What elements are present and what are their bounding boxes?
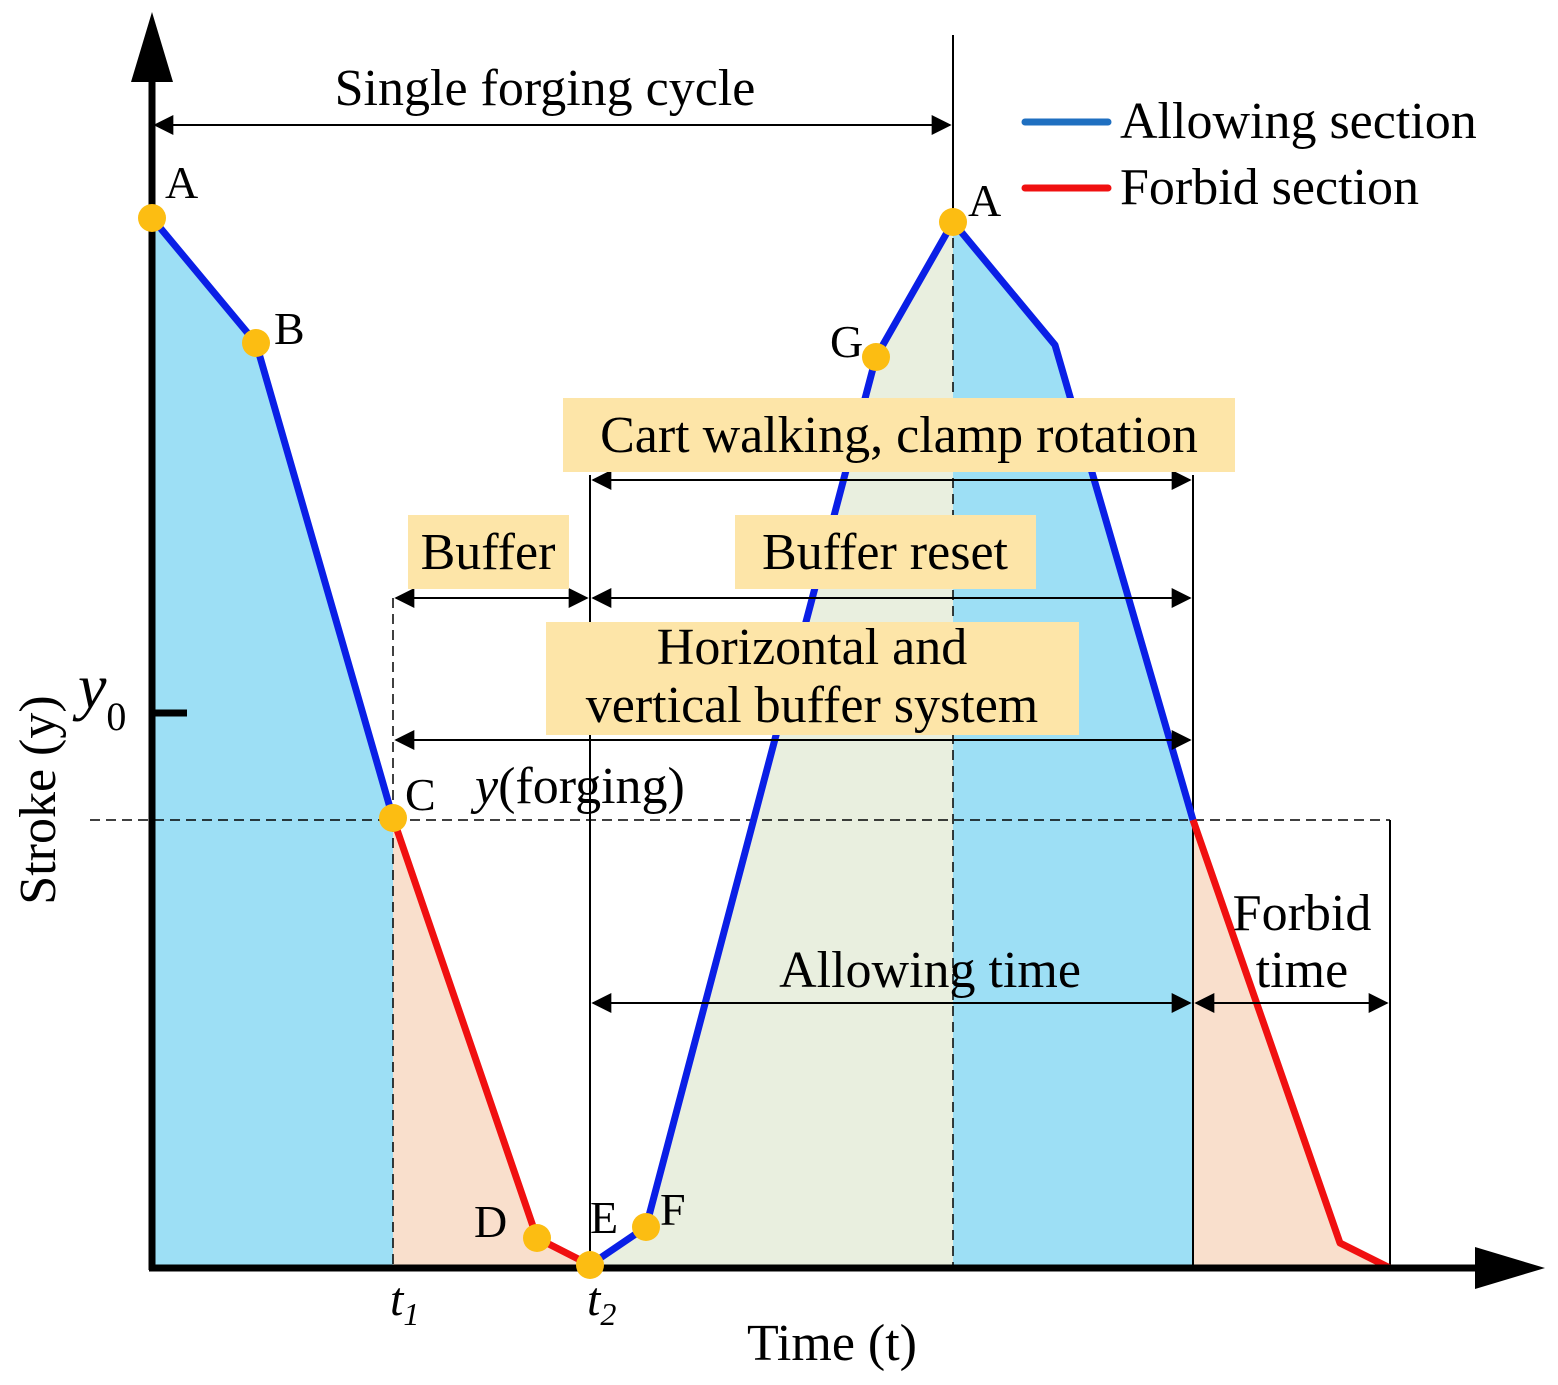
point-a-end bbox=[939, 208, 967, 236]
forbid-region-left bbox=[393, 818, 590, 1268]
allowing-time-label: Allowing time bbox=[779, 942, 1081, 999]
hv-buffer-label-line1: Horizontal and bbox=[657, 619, 967, 676]
buffer-box bbox=[408, 515, 569, 589]
legend: Allowing section Forbid section bbox=[1021, 93, 1477, 216]
x-axis-arrowhead bbox=[1475, 1247, 1545, 1289]
y0-label: y0 bbox=[72, 651, 126, 739]
point-e bbox=[576, 1251, 604, 1279]
point-b bbox=[242, 329, 270, 357]
buffer-reset-box bbox=[735, 515, 1036, 589]
label-point-a-start: A bbox=[165, 157, 198, 208]
x-axis-label: Time (t) bbox=[747, 1315, 917, 1372]
label-point-c: C bbox=[405, 769, 436, 820]
y-axis-arrowhead bbox=[131, 12, 173, 82]
cart-walking-box bbox=[563, 398, 1235, 472]
forbid-time-label-line1: Forbid bbox=[1233, 885, 1372, 942]
label-point-d: D bbox=[474, 1196, 507, 1247]
legend-allowing-label: Allowing section bbox=[1120, 93, 1477, 150]
single-cycle-label: Single forging cycle bbox=[335, 60, 756, 117]
point-c bbox=[379, 804, 407, 832]
t1-label: t1 bbox=[390, 1273, 419, 1332]
point-a-start bbox=[138, 204, 166, 232]
label-point-a-end: A bbox=[968, 175, 1001, 226]
forbid-region-right bbox=[1193, 820, 1390, 1268]
y-forging-label: y(forging) bbox=[470, 758, 685, 815]
allowing-region-right bbox=[953, 222, 1193, 1268]
label-point-e: E bbox=[590, 1192, 618, 1243]
buffer-label: Buffer bbox=[421, 524, 556, 581]
hv-buffer-label-line2: vertical buffer system bbox=[586, 677, 1038, 734]
forbid-time-label-line2: time bbox=[1256, 942, 1348, 999]
label-point-b: B bbox=[274, 303, 305, 354]
label-point-g: G bbox=[830, 316, 863, 367]
label-point-f: F bbox=[660, 1184, 686, 1235]
point-d bbox=[523, 1224, 551, 1252]
buffer-reset-label: Buffer reset bbox=[762, 524, 1008, 581]
t2-label: t2 bbox=[587, 1273, 616, 1332]
legend-forbid-label: Forbid section bbox=[1120, 159, 1419, 216]
cart-walking-label: Cart walking, clamp rotation bbox=[600, 407, 1198, 464]
allowing-region-left bbox=[152, 218, 393, 1268]
forbid-curve-right bbox=[1189, 818, 1392, 1272]
hv-buffer-box bbox=[546, 622, 1079, 735]
point-g bbox=[862, 343, 890, 371]
y-axis-label: Stroke (y) bbox=[10, 695, 67, 904]
point-f bbox=[632, 1213, 660, 1241]
